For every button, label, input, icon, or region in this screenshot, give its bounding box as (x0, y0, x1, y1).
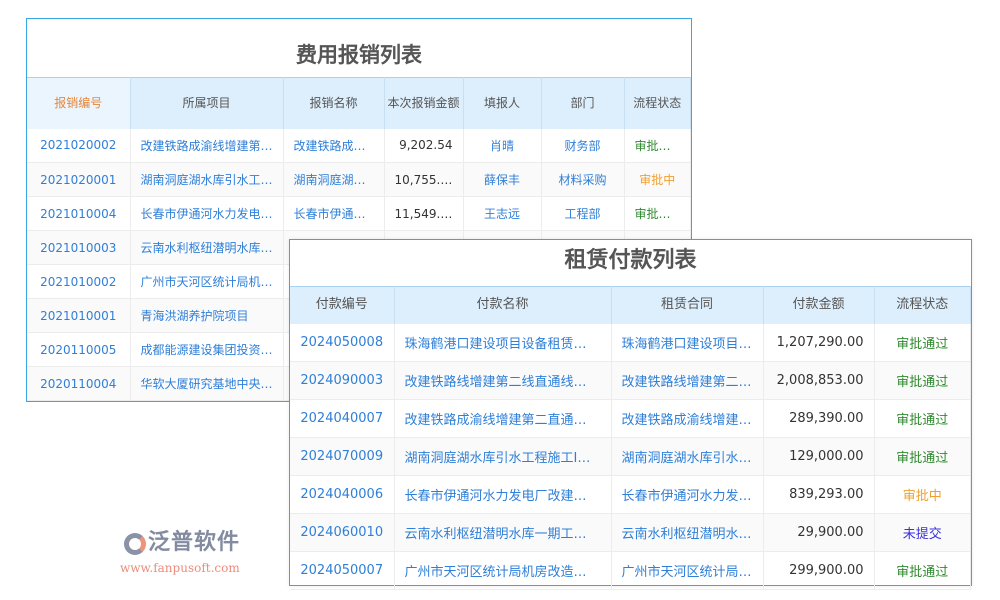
table-cell[interactable]: 2024050008 (290, 323, 395, 362)
table-cell: 审批通过 (624, 196, 691, 231)
table-row[interactable]: 2024050007 广州市天河区统计局机房改造… 广州市天河区统计局… 299,90… (290, 551, 971, 590)
table-cell[interactable]: 改建铁路成… (283, 128, 385, 163)
table-cell[interactable]: 湖南洞庭湖… (283, 162, 385, 197)
table-cell: 薛保丰 (463, 162, 542, 197)
table-cell: 审批通过 (624, 128, 691, 163)
table-row[interactable]: 2024090003 改建铁路线增建第二线直通线… 改建铁路线增建第二… 2,008,… (290, 361, 971, 400)
rental-payment-panel: 租赁付款列表 付款编号 付款名称 租赁合同 付款金额 流程状态 2024050008 珠海鹤… (289, 239, 972, 590)
table-cell: 839,293.00 (763, 475, 875, 514)
table-cell[interactable]: 2021010004 (27, 196, 131, 231)
table-cell: 审批中 (874, 475, 971, 514)
table-cell[interactable]: 2024040007 (290, 399, 395, 438)
table-cell: 审批通过 (874, 399, 971, 438)
table-cell[interactable]: 改建铁路成渝线增建… (611, 399, 764, 438)
column-header[interactable]: 填报人 (463, 77, 542, 129)
table-row[interactable]: 2024060010 云南水利枢纽潜明水库一期工… 云南水利枢纽潜明水… 29,900… (290, 513, 971, 552)
table-cell[interactable]: 广州市天河区统计局机房改造… (394, 551, 612, 590)
table-cell: 11,549.00 (384, 196, 464, 231)
column-header[interactable]: 付款金额 (763, 286, 875, 324)
table-cell[interactable]: 广州市天河区统计局机… (130, 264, 284, 299)
table-cell[interactable]: 云南水利枢纽潜明水… (611, 513, 764, 552)
table-cell: 2,008,853.00 (763, 361, 875, 400)
table-cell[interactable]: 改建铁路成渝线增建第… (130, 128, 284, 163)
table-cell[interactable]: 长春市伊通河水力发电厂改建… (394, 475, 612, 514)
table-cell[interactable]: 2021010001 (27, 298, 131, 333)
table-cell: 29,900.00 (763, 513, 875, 552)
table-cell: 299,900.00 (763, 551, 875, 590)
table-cell[interactable]: 2024040006 (290, 475, 395, 514)
table-cell: 工程部 (541, 196, 625, 231)
table-row[interactable]: 2021020002 改建铁路成渝线增建第… 改建铁路成… 9,202.54 肖晴 财务部… (27, 128, 691, 163)
table-cell[interactable]: 珠海鹤港口建设项目设备租赁… (394, 323, 612, 362)
table-cell: 10,755.30 (384, 162, 464, 197)
rental-payment-table: 付款编号 付款名称 租赁合同 付款金额 流程状态 2024050008 珠海鹤港口建设项目设… (290, 286, 971, 590)
column-header[interactable]: 租赁合同 (611, 286, 764, 324)
table-cell: 129,000.00 (763, 437, 875, 476)
table-cell[interactable]: 珠海鹤港口建设项目… (611, 323, 764, 362)
table-cell[interactable]: 2020110005 (27, 332, 131, 367)
table-cell: 1,207,290.00 (763, 323, 875, 362)
logo-mark-icon (124, 533, 146, 555)
table-cell[interactable]: 改建铁路线增建第二线直通线… (394, 361, 612, 400)
table-cell[interactable]: 2024090003 (290, 361, 395, 400)
column-header[interactable]: 付款名称 (394, 286, 612, 324)
table-cell: 审批中 (624, 162, 691, 197)
table-cell[interactable]: 2020110004 (27, 366, 131, 401)
watermark-name: 泛普软件 (148, 530, 241, 555)
watermark-url: www.fanpusoft.com (120, 561, 240, 575)
table-cell[interactable]: 广州市天河区统计局… (611, 551, 764, 590)
table-cell[interactable]: 2021020002 (27, 128, 131, 163)
table-cell[interactable]: 2021010003 (27, 230, 131, 265)
table-cell: 审批通过 (874, 361, 971, 400)
watermark-logo: 泛普软件 www.fanpusoft.com (120, 530, 270, 580)
table-cell: 289,390.00 (763, 399, 875, 438)
table-cell: 审批通过 (874, 437, 971, 476)
table-row[interactable]: 2024040006 长春市伊通河水力发电厂改建… 长春市伊通河水力发… 839,29… (290, 475, 971, 514)
table-row[interactable]: 2024070009 湖南洞庭湖水库引水工程施工I… 湖南洞庭湖水库引水… 129,0… (290, 437, 971, 476)
table-cell[interactable]: 2024070009 (290, 437, 395, 476)
table-cell[interactable]: 青海洪湖养护院项目 (130, 298, 284, 333)
table-cell: 9,202.54 (384, 128, 464, 163)
table-cell[interactable]: 长春市伊通河水力发… (611, 475, 764, 514)
column-header[interactable]: 部门 (541, 77, 625, 129)
expense-list-title: 费用报销列表 (27, 19, 691, 77)
column-header[interactable]: 所属项目 (130, 77, 284, 129)
table-cell[interactable]: 2021010002 (27, 264, 131, 299)
table-cell[interactable]: 长春市伊通河水力发电… (130, 196, 284, 231)
table-row[interactable]: 2024050008 珠海鹤港口建设项目设备租赁… 珠海鹤港口建设项目… 1,207,… (290, 323, 971, 362)
column-header[interactable]: 流程状态 (874, 286, 971, 324)
expense-header-row: 报销编号 所属项目 报销名称 本次报销金额 填报人 部门 流程状态 (27, 77, 691, 129)
table-cell[interactable]: 云南水利枢纽潜明水库… (130, 230, 284, 265)
rental-payment-title: 租赁付款列表 (290, 240, 971, 286)
table-cell[interactable]: 湖南洞庭湖水库引水… (611, 437, 764, 476)
rental-header-row: 付款编号 付款名称 租赁合同 付款金额 流程状态 (290, 286, 971, 324)
table-cell[interactable]: 改建铁路线增建第二… (611, 361, 764, 400)
column-header[interactable]: 本次报销金额 (384, 77, 464, 129)
table-cell[interactable]: 湖南洞庭湖水库引水工… (130, 162, 284, 197)
column-header[interactable]: 流程状态 (624, 77, 691, 129)
table-cell[interactable]: 2021020001 (27, 162, 131, 197)
table-row[interactable]: 2024040007 改建铁路成渝线增建第二直通… 改建铁路成渝线增建… 289,39… (290, 399, 971, 438)
table-cell: 王志远 (463, 196, 542, 231)
table-cell[interactable]: 2024050007 (290, 551, 395, 590)
column-header[interactable]: 报销编号 (27, 77, 131, 129)
table-cell: 审批通过 (874, 323, 971, 362)
table-row[interactable]: 2021020001 湖南洞庭湖水库引水工… 湖南洞庭湖… 10,755.30 薛保丰材… (27, 162, 691, 197)
column-header[interactable]: 报销名称 (283, 77, 385, 129)
table-cell[interactable]: 成都能源建设集团投资… (130, 332, 284, 367)
table-row[interactable]: 2021010004 长春市伊通河水力发电… 长春市伊通… 11,549.00 王志远工… (27, 196, 691, 231)
table-cell[interactable]: 云南水利枢纽潜明水库一期工… (394, 513, 612, 552)
table-cell[interactable]: 2024060010 (290, 513, 395, 552)
table-cell[interactable]: 改建铁路成渝线增建第二直通… (394, 399, 612, 438)
table-cell: 未提交 (874, 513, 971, 552)
table-cell: 财务部 (541, 128, 625, 163)
table-cell[interactable]: 湖南洞庭湖水库引水工程施工I… (394, 437, 612, 476)
table-cell[interactable]: 华软大厦研究基地中央… (130, 366, 284, 401)
table-cell[interactable]: 长春市伊通… (283, 196, 385, 231)
table-cell: 肖晴 (463, 128, 542, 163)
table-cell: 材料采购 (541, 162, 625, 197)
table-cell: 审批通过 (874, 551, 971, 590)
column-header[interactable]: 付款编号 (290, 286, 395, 324)
